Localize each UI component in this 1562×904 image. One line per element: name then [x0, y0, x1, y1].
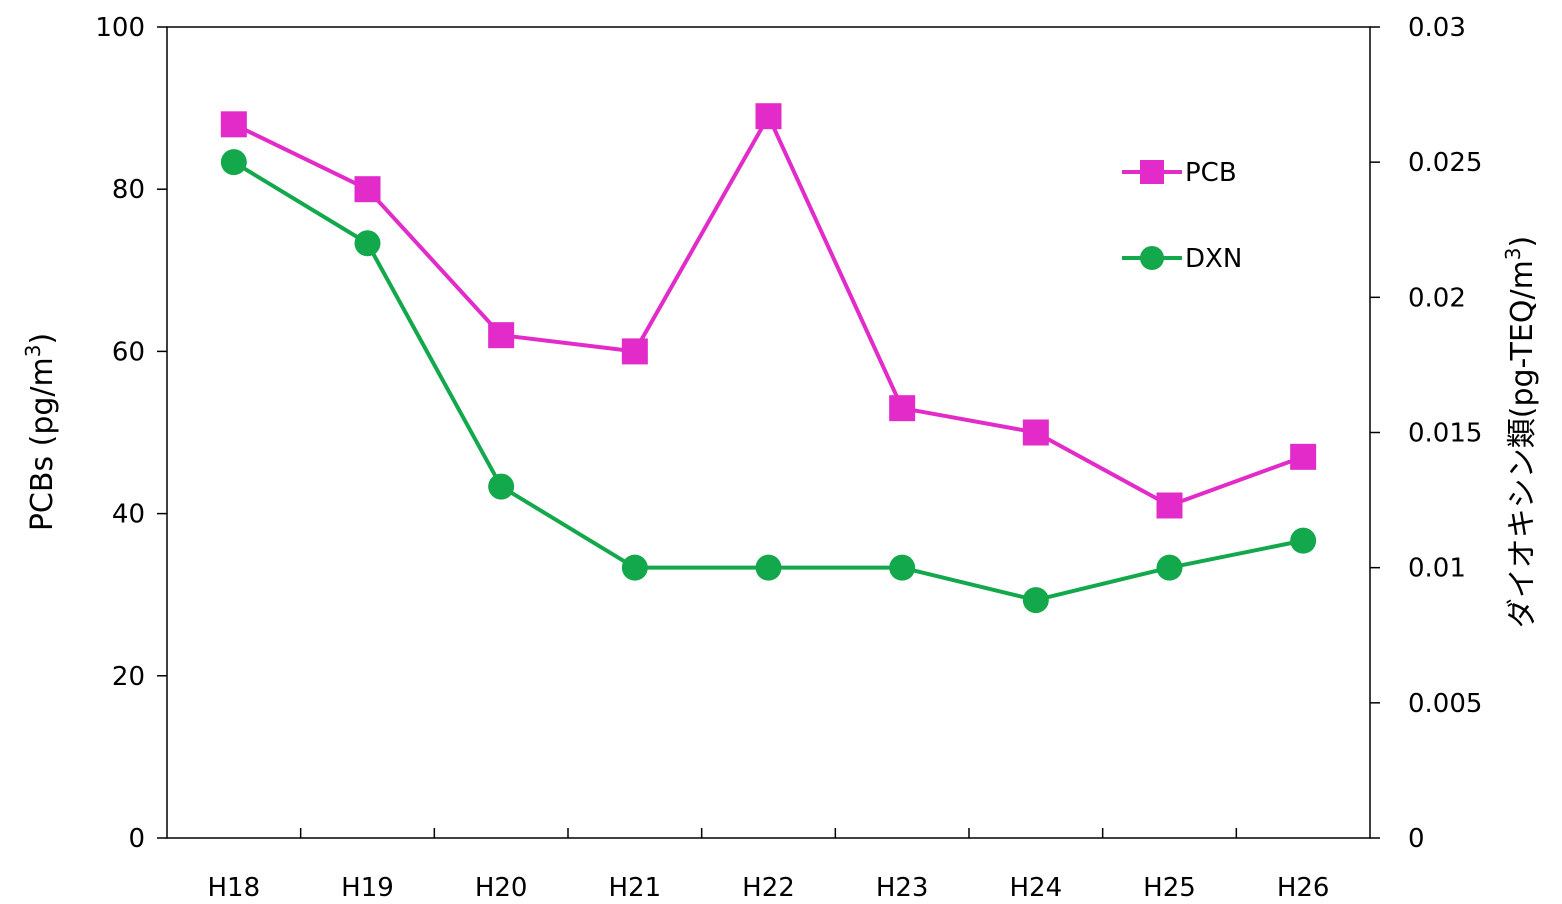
left-tick-label: 80 — [112, 175, 145, 205]
legend-pcb-label: PCB — [1185, 158, 1237, 188]
x-tick-label: H24 — [1010, 873, 1063, 903]
x-tick-label: H25 — [1143, 873, 1196, 903]
left-tick-label: 20 — [112, 662, 145, 692]
data-point-dxn — [1156, 554, 1183, 581]
left-tick-label: 0 — [128, 824, 145, 854]
x-tick-label: H26 — [1277, 873, 1330, 903]
data-point-dxn — [354, 230, 381, 257]
right-tick-label: 0.015 — [1408, 419, 1482, 449]
x-tick-label: H23 — [876, 873, 929, 903]
data-point-pcb — [1290, 443, 1317, 470]
legend-dxn-marker — [1140, 246, 1164, 270]
x-axis-ticks: H18 H19 H20 H21 H22 H23 H24 H25 H26 — [208, 828, 1330, 903]
left-axis-title: PCBs (pg/m3) — [21, 333, 60, 531]
data-point-pcb — [889, 395, 916, 422]
data-point-pcb — [1156, 492, 1183, 519]
data-point-dxn — [1022, 587, 1049, 614]
x-tick-label: H21 — [609, 873, 662, 903]
left-tick-label: 40 — [112, 500, 145, 530]
data-point-dxn — [621, 554, 648, 581]
plot-area-frame — [166, 26, 1371, 839]
right-tick-label: 0.02 — [1408, 283, 1466, 313]
x-tick-label: H18 — [208, 873, 261, 903]
right-axis-ticks: 0 0.005 0.01 0.015 0.02 0.025 0.03 — [1370, 13, 1482, 854]
legend-pcb-marker — [1140, 160, 1164, 184]
right-tick-label: 0.025 — [1408, 148, 1482, 178]
left-axis-ticks: 0 20 40 60 80 100 — [95, 13, 167, 854]
data-point-dxn — [755, 554, 782, 581]
legend-dxn-label: DXN — [1185, 244, 1242, 274]
data-point-pcb — [621, 338, 648, 365]
data-point-pcb — [488, 322, 515, 349]
left-tick-label: 60 — [112, 337, 145, 367]
data-point-pcb — [220, 111, 247, 138]
data-point-dxn — [220, 149, 247, 176]
series-line-dxn — [232, 160, 1304, 603]
x-tick-label: H22 — [742, 873, 795, 903]
data-point-dxn — [1290, 527, 1317, 554]
right-tick-label: 0.005 — [1408, 689, 1482, 719]
x-tick-label: H19 — [341, 873, 394, 903]
legend: PCB DXN — [1122, 158, 1242, 274]
x-tick-label: H20 — [475, 873, 528, 903]
right-tick-label: 0.01 — [1408, 554, 1466, 584]
data-point-pcb — [354, 176, 381, 203]
left-tick-label: 100 — [95, 13, 145, 43]
data-point-pcb — [1022, 419, 1049, 446]
right-tick-label: 0 — [1408, 824, 1425, 854]
series-layer — [220, 103, 1317, 614]
data-point-dxn — [889, 554, 916, 581]
right-axis-title: ダイオキシン類(pg-TEQ/m3) — [1501, 236, 1540, 629]
data-point-dxn — [488, 473, 515, 500]
right-tick-label: 0.03 — [1408, 13, 1466, 43]
data-point-pcb — [755, 103, 782, 130]
